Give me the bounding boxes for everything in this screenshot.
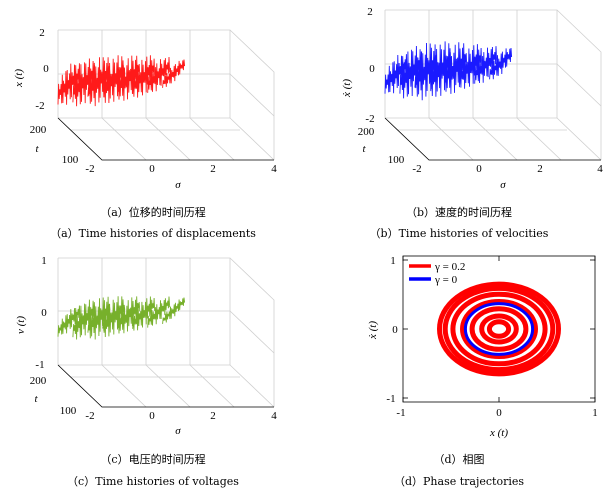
panel-c-axes [57, 364, 274, 408]
panel-b-x-label: σ [500, 179, 506, 191]
panel-d-series-0-orbit-4 [450, 291, 548, 367]
panel-d-x-label: x (t) [489, 427, 508, 439]
panel-b-x-tick-0: -2 [412, 163, 421, 175]
caption-d-cn: （d）相图 [433, 453, 485, 466]
panel-c-x-tick-2: 2 [210, 410, 216, 422]
caption-a-cn: （a）位移的时间历程 [100, 206, 206, 219]
panel-d-series-0-orbit-0 [486, 319, 512, 339]
panel-b-traces [384, 41, 513, 101]
panel-a-z-label: x (t) [13, 69, 25, 88]
caption-c-cn: （c）电压的时间历程 [100, 453, 206, 466]
panel-c-z-label: v (t) [15, 316, 27, 334]
panel-c-box [57, 257, 275, 408]
panel-c-y-label: t [34, 393, 38, 405]
panel-a-y-tick-1: 100 [62, 154, 79, 166]
panel-b-trace-7 [489, 47, 513, 80]
panel-a-x-tick-0: -2 [85, 163, 94, 175]
panel-d-legend: γ = 0.2 γ = 0 [409, 261, 465, 286]
panel-c-traces [57, 296, 186, 340]
panel-d-series-0-orbit-5 [442, 285, 556, 373]
panel-d-series-0-orbit-6 [437, 281, 561, 377]
panel-d-traces [437, 281, 561, 377]
panel-c-x-label: σ [175, 425, 181, 437]
panel-b-x-tick-2: 2 [537, 163, 543, 175]
caption-b-cn: （b）速度的时间历程 [405, 206, 513, 219]
panel-a: 2 0 -2 x (t) 200 100 t -2 0 2 4 σ [13, 27, 277, 191]
panel-b-y-tick-1: 100 [388, 154, 405, 166]
panel-d-series-0-orbit-2 [469, 306, 529, 352]
panel-a-x-label: σ [175, 179, 181, 191]
panel-c-x-tick-0: -2 [85, 410, 94, 422]
panel-b-x-tick-1: 0 [476, 163, 482, 175]
panel-a-x-tick-2: 2 [210, 163, 216, 175]
panel-d-y-tick-1: 0 [392, 324, 398, 336]
panel-c-trace-2 [87, 296, 111, 340]
panel-b-z-tick-2: -2 [365, 113, 374, 125]
legend-label-gamma-0: γ = 0 [434, 274, 458, 286]
panel-a-trace-7 [162, 59, 186, 88]
panel-c-trace-7 [162, 297, 186, 324]
panel-a-axes [57, 117, 274, 161]
panel-a-trace-6 [147, 56, 171, 93]
panel-a-trace-2 [87, 57, 111, 107]
panel-d-series-1-orbit-0 [463, 302, 535, 356]
panel-b-axes [384, 117, 601, 161]
caption-d-en: （d）Phase trajectories [393, 475, 525, 488]
panel-b-x-tick-3: 4 [597, 163, 603, 175]
panel-c-z-tick-2: -1 [35, 359, 44, 371]
panel-d-series-0-orbit-1 [479, 313, 519, 345]
panel-d-y-tick-0: 1 [390, 255, 396, 267]
panel-b: 2 0 -2 ẋ (t) 200 100 t -2 0 2 4 σ [341, 6, 603, 191]
panel-c-trace-3 [102, 296, 126, 338]
panel-c-y-tick-1: 100 [60, 405, 77, 417]
panel-a-x-tick-3: 4 [271, 163, 277, 175]
legend-label-gamma-0-2: γ = 0.2 [434, 261, 465, 273]
panel-d-y-tick-2: -1 [386, 393, 395, 405]
panel-b-y-label: t [362, 143, 366, 155]
panel-c-z-tick-1: 0 [41, 307, 47, 319]
panel-b-z-tick-1: 0 [369, 63, 375, 75]
panel-d-y-label: ẋ (t) [367, 321, 379, 340]
panel-b-trace-4 [444, 42, 468, 94]
caption-a-en: （a）Time histories of displacements [50, 227, 256, 240]
panel-c-trace-6 [147, 296, 171, 328]
panel-a-z-tick-2: -2 [35, 100, 44, 112]
panel-a-y-label: t [35, 143, 39, 155]
panel-d-series-0-orbit-3 [460, 299, 538, 359]
panel-a-traces [57, 55, 186, 107]
panel-c-y-tick-0: 200 [30, 375, 47, 387]
panel-a-z-tick-1: 0 [43, 63, 49, 75]
panel-a-z-tick-0: 2 [39, 27, 45, 39]
panel-a-x-tick-1: 0 [149, 163, 155, 175]
panel-d-x-tick-1: 0 [496, 407, 502, 419]
panel-c-z-tick-0: 1 [41, 255, 47, 267]
panel-c-x-tick-1: 0 [149, 410, 155, 422]
panel-d-ticks [402, 256, 596, 402]
panel-c-x-tick-3: 4 [271, 410, 277, 422]
panel-d-x-tick-2: 1 [592, 407, 598, 419]
panel-b-z-label: ẋ (t) [341, 79, 353, 98]
panel-b-y-tick-0: 200 [358, 126, 375, 138]
panel-d-x-tick-0: -1 [396, 407, 405, 419]
caption-b-en: （b）Time histories of velocities [369, 227, 549, 240]
caption-c-en: （c）Time histories of voltages [67, 475, 239, 488]
panel-b-z-tick-0: 2 [367, 6, 373, 18]
panel-d-frame [402, 255, 596, 403]
panel-c: 1 0 -1 v (t) 200 100 t -2 0 2 4 σ [15, 255, 277, 437]
panel-a-y-tick-0: 200 [30, 124, 47, 136]
panel-d: γ = 0.2 γ = 0 1 0 -1 ẋ (t) -1 0 1 x (t) [367, 255, 598, 439]
